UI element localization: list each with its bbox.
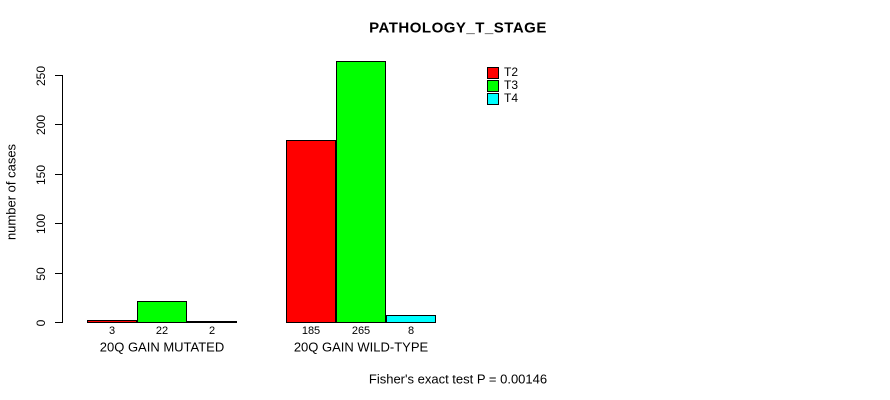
- y-axis-label: number of cases: [3, 143, 19, 241]
- legend-swatch-t4: [487, 92, 499, 105]
- y-tick-mark: [55, 75, 62, 76]
- legend-label: T2: [504, 65, 519, 79]
- bar-value-label: 8: [407, 325, 415, 337]
- y-tick-label: 200: [34, 114, 48, 135]
- bar-t2: [286, 140, 336, 323]
- legend-label: T4: [504, 91, 519, 105]
- legend-swatch-t2: [487, 66, 499, 79]
- y-tick-label: 150: [34, 164, 48, 185]
- legend-row: T4: [487, 92, 518, 105]
- y-axis-line: [62, 75, 63, 323]
- y-tick-label: 100: [34, 213, 48, 234]
- legend-label: T3: [504, 78, 519, 92]
- group-label: 20Q GAIN WILD-TYPE: [293, 339, 429, 355]
- bar-value-label: 265: [351, 325, 371, 337]
- y-tick-label: 250: [34, 65, 48, 86]
- legend: T2 T3 T4: [487, 66, 518, 105]
- y-tick-mark: [55, 223, 62, 224]
- footer-note: Fisher's exact test P = 0.00146: [368, 371, 548, 387]
- y-tick-mark: [55, 322, 62, 323]
- bar-value-label: 3: [108, 325, 116, 337]
- bar-value-label: 2: [208, 325, 216, 337]
- bar-t2: [87, 320, 137, 323]
- y-tick-mark: [55, 174, 62, 175]
- bar-t4: [187, 321, 237, 323]
- y-tick-label: 0: [34, 319, 48, 326]
- legend-row: T2: [487, 66, 518, 79]
- bar-t3: [336, 61, 386, 323]
- group-label: 20Q GAIN MUTATED: [99, 339, 225, 355]
- y-tick-label: 50: [34, 266, 48, 281]
- y-tick-mark: [55, 273, 62, 274]
- bar-value-label: 22: [155, 325, 169, 337]
- y-tick-mark: [55, 124, 62, 125]
- legend-row: T3: [487, 79, 518, 92]
- bar-t3: [137, 301, 187, 323]
- bar-t4: [386, 315, 436, 323]
- chart-title: PATHOLOGY_T_STAGE: [369, 19, 547, 37]
- bar-value-label: 185: [301, 325, 321, 337]
- legend-swatch-t3: [487, 79, 499, 92]
